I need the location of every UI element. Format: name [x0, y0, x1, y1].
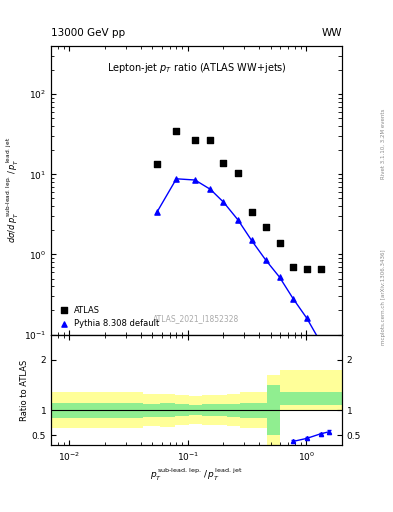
ATLAS — [248, 208, 255, 216]
Pythia 8.308 default — [304, 314, 310, 322]
ATLAS — [276, 239, 283, 247]
X-axis label: $p_T^{\,\mathrm{sub\text{-}lead.\,lep.}}\,/\,p_T^{\,\mathrm{lead.\,jet}}$: $p_T^{\,\mathrm{sub\text{-}lead.\,lep.}}… — [150, 467, 243, 483]
Pythia 8.308 default — [276, 273, 283, 281]
ATLAS — [304, 265, 310, 273]
Pythia 8.308 default — [318, 338, 324, 346]
Pythia 8.308 default — [290, 294, 296, 303]
Pythia 8.308 default — [235, 216, 241, 224]
Pythia 8.308 default — [207, 185, 213, 194]
Text: 13000 GeV pp: 13000 GeV pp — [51, 28, 125, 38]
Pythia 8.308 default — [173, 175, 180, 183]
ATLAS — [192, 136, 198, 144]
ATLAS — [154, 160, 160, 168]
ATLAS — [220, 159, 227, 167]
Text: Rivet 3.1.10, 3.2M events: Rivet 3.1.10, 3.2M events — [381, 108, 386, 179]
Pythia 8.308 default — [192, 176, 198, 184]
Pythia 8.308 default — [154, 208, 160, 216]
Text: WW: WW — [321, 28, 342, 38]
ATLAS — [290, 263, 296, 271]
Text: ATLAS_2021_I1852328: ATLAS_2021_I1852328 — [153, 314, 240, 323]
ATLAS — [318, 265, 324, 273]
Text: mcplots.cern.ch [arXiv:1306.3436]: mcplots.cern.ch [arXiv:1306.3436] — [381, 249, 386, 345]
Y-axis label: $d\sigma/d\,p_T^{\,\mathrm{sub\text{-}lead.\,lep.}}\,/\,p_T^{\,\mathrm{lead.\,je: $d\sigma/d\,p_T^{\,\mathrm{sub\text{-}le… — [5, 137, 21, 243]
Pythia 8.308 default — [326, 362, 332, 371]
Pythia 8.308 default — [248, 236, 255, 244]
ATLAS — [235, 168, 241, 177]
ATLAS — [207, 136, 213, 144]
Legend: ATLAS, Pythia 8.308 default: ATLAS, Pythia 8.308 default — [55, 303, 162, 330]
Text: Lepton-jet $p_T$ ratio (ATLAS WW+jets): Lepton-jet $p_T$ ratio (ATLAS WW+jets) — [107, 60, 286, 75]
Y-axis label: Ratio to ATLAS: Ratio to ATLAS — [20, 359, 29, 420]
ATLAS — [173, 126, 180, 135]
Pythia 8.308 default — [263, 256, 269, 264]
Pythia 8.308 default — [220, 198, 227, 206]
ATLAS — [263, 223, 269, 231]
